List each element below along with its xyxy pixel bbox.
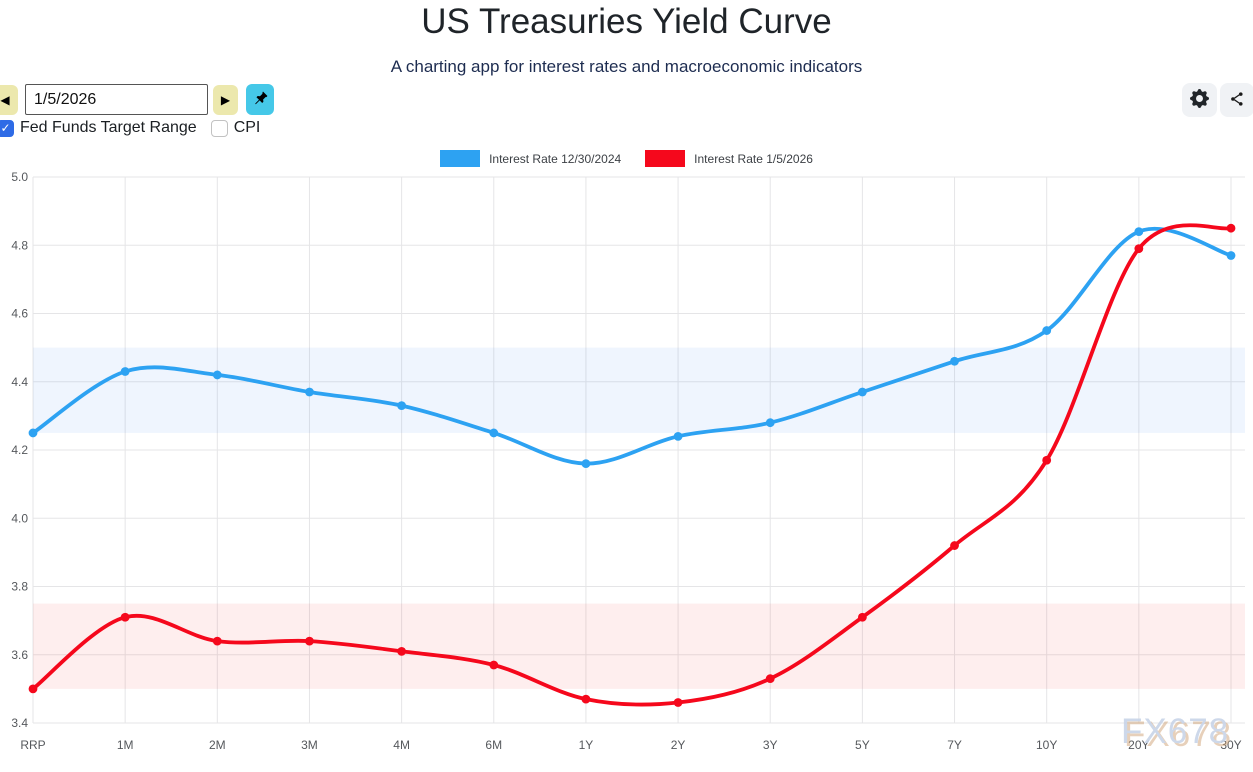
data-point[interactable]: [305, 387, 314, 397]
x-axis-tick-label: 10Y: [1036, 738, 1057, 752]
target-range-band: [33, 347, 1245, 433]
data-point[interactable]: [950, 356, 959, 366]
share-icon: [1228, 90, 1246, 111]
data-point[interactable]: [950, 541, 959, 550]
y-axis-tick-label: 4.4: [11, 375, 28, 389]
y-axis-tick-label: 3.6: [11, 648, 28, 662]
x-axis-tick-label: 1M: [117, 738, 134, 752]
data-point[interactable]: [212, 370, 222, 380]
data-point[interactable]: [305, 636, 314, 646]
legend-label: Interest Rate 12/30/2024: [489, 151, 622, 166]
legend-item[interactable]: Interest Rate 1/5/2026: [645, 150, 813, 167]
data-point[interactable]: [212, 636, 222, 646]
x-axis-tick-label: 3M: [301, 738, 318, 752]
y-axis-tick-label: 5.0: [11, 170, 28, 184]
data-point[interactable]: [489, 428, 499, 438]
x-axis-tick-label: 1Y: [579, 738, 594, 752]
x-axis-tick-label: 6M: [485, 738, 502, 752]
check-icon: ✓: [0, 121, 11, 135]
x-axis-tick-label: 2Y: [671, 738, 686, 752]
data-point[interactable]: [581, 694, 591, 704]
data-point[interactable]: [765, 674, 775, 684]
watermark: FX678: [1121, 712, 1230, 751]
data-point[interactable]: [1134, 244, 1144, 254]
data-point[interactable]: [120, 612, 130, 622]
previous-date-button[interactable]: ◀: [0, 85, 18, 115]
next-date-button[interactable]: ▶: [213, 85, 238, 115]
cpi-label[interactable]: CPI: [233, 119, 261, 136]
data-point[interactable]: [120, 367, 130, 376]
x-axis-tick-label: 5Y: [855, 738, 870, 752]
x-axis-tick-label: 20Y: [1128, 738, 1149, 752]
data-point[interactable]: [1042, 326, 1052, 335]
chevron-right-icon: ▶: [220, 93, 231, 107]
chart-legend: Interest Rate 12/30/2024 Interest Rate 1/…: [0, 150, 1253, 167]
settings-button[interactable]: [1182, 83, 1217, 117]
x-axis-tick-label: 7Y: [947, 738, 962, 752]
target-range-band: [33, 603, 1245, 689]
gear-icon: [1190, 89, 1209, 111]
x-axis-tick-label: 4M: [393, 738, 410, 752]
legend-label: Interest Rate 1/5/2026: [694, 151, 813, 166]
x-axis-tick-label: RRP: [20, 738, 45, 752]
y-axis-tick-label: 4.8: [11, 238, 28, 252]
data-point[interactable]: [397, 646, 407, 656]
x-axis-tick-label: 3Y: [763, 738, 778, 752]
data-point[interactable]: [673, 698, 683, 707]
x-axis-tick-label: 2M: [209, 738, 226, 752]
legend-swatch: [440, 150, 481, 167]
data-point[interactable]: [1134, 227, 1144, 237]
x-axis-tick-label: 30Y: [1220, 738, 1241, 752]
y-axis-tick-label: 4.0: [11, 511, 28, 525]
page-subtitle: A charting app for interest rates and ma…: [390, 57, 863, 76]
y-axis-tick-label: 4.2: [11, 443, 28, 457]
y-axis-tick-label: 3.4: [11, 716, 28, 730]
page-title: US Treasuries Yield Curve: [421, 2, 832, 41]
series-line: [31, 223, 1233, 707]
fed-funds-label[interactable]: Fed Funds Target Range: [20, 119, 197, 136]
pin-date-button[interactable]: [246, 84, 274, 115]
legend-swatch: [645, 150, 686, 167]
data-point[interactable]: [1226, 223, 1236, 233]
share-button[interactable]: [1220, 83, 1253, 117]
data-point[interactable]: [489, 660, 499, 670]
cpi-checkbox[interactable]: ✓: [210, 119, 228, 137]
data-point[interactable]: [397, 401, 407, 411]
data-point[interactable]: [1226, 251, 1236, 260]
y-axis-tick-label: 4.6: [11, 307, 28, 321]
data-point[interactable]: [673, 431, 683, 441]
fed-funds-checkbox[interactable]: ✓: [0, 119, 14, 137]
data-point[interactable]: [1042, 455, 1052, 465]
data-point[interactable]: [765, 418, 775, 428]
data-point[interactable]: [857, 612, 867, 622]
chevron-left-icon: ◀: [0, 93, 10, 107]
legend-item[interactable]: Interest Rate 12/30/2024: [440, 150, 621, 167]
data-point[interactable]: [857, 387, 867, 397]
data-point[interactable]: [581, 459, 591, 469]
data-point[interactable]: [28, 428, 38, 438]
pushpin-icon: [252, 90, 269, 110]
overlay-toggles: ✓ Fed Funds Target Range ✓ CPI: [0, 119, 260, 137]
date-input[interactable]: [25, 84, 208, 115]
y-axis-tick-label: 3.8: [11, 580, 28, 594]
data-point[interactable]: [28, 684, 38, 694]
